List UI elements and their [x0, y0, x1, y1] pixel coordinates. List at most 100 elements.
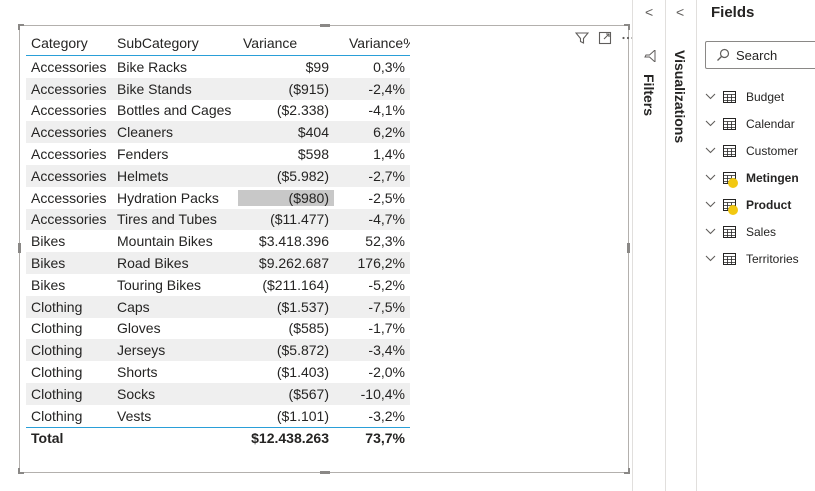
- variance-pct-cell: 0,3%: [373, 58, 405, 75]
- visualizations-pane-label[interactable]: Visualizations: [672, 50, 688, 144]
- total-label: Total: [31, 430, 64, 447]
- search-placeholder: Search: [736, 47, 778, 63]
- category-cell: Accessories: [31, 102, 107, 119]
- resize-handle[interactable]: [18, 472, 24, 474]
- category-cell: Bikes: [31, 255, 66, 272]
- variance-pct-cell: 1,4%: [373, 146, 405, 163]
- column-header-subcategory[interactable]: SubCategory: [117, 34, 199, 51]
- filters-pane-label[interactable]: Filters: [641, 74, 657, 117]
- variance-pct-cell: -2,0%: [368, 364, 405, 381]
- field-table-customer[interactable]: Customer: [705, 141, 798, 161]
- resize-handle[interactable]: [18, 24, 20, 30]
- table-row[interactable]: Bikes Touring Bikes ($211.164) -5,2%: [26, 274, 410, 296]
- chevron-down-icon[interactable]: [705, 118, 721, 130]
- focus-mode-icon[interactable]: [598, 31, 612, 45]
- table-row[interactable]: Accessories Bottles and Cages ($2.338) -…: [26, 100, 410, 122]
- fields-search-input[interactable]: Search: [705, 41, 815, 69]
- column-header-variance[interactable]: Variance: [243, 34, 298, 51]
- table-row[interactable]: Accessories Tires and Tubes ($11.477) -4…: [26, 208, 410, 231]
- variance-cell-selected[interactable]: ($980): [238, 189, 334, 206]
- field-table-product[interactable]: Product: [705, 195, 791, 215]
- field-table-label: Sales: [746, 225, 777, 239]
- column-header-variance-pct[interactable]: Variance%: [349, 34, 410, 51]
- table-row[interactable]: Clothing Shorts ($1.403) -2,0%: [26, 361, 410, 383]
- table-row[interactable]: Accessories Hydration Packs ($980) -2,5%: [26, 187, 410, 209]
- table-row[interactable]: Clothing Gloves ($585) -1,7%: [26, 318, 410, 340]
- table-icon: [723, 226, 737, 238]
- field-table-calendar[interactable]: Calendar: [705, 114, 795, 134]
- collapse-visualizations-chevron-icon[interactable]: <: [676, 4, 685, 20]
- category-cell: Accessories: [31, 211, 107, 228]
- subcategory-cell: Jerseys: [117, 342, 166, 359]
- field-table-sales[interactable]: Sales: [705, 222, 776, 242]
- variance-cell: ($1.403): [276, 364, 329, 381]
- total-row: Total $12.438.263 73,7%: [26, 426, 410, 449]
- table-row[interactable]: Clothing Caps ($1.537) -7,5%: [26, 295, 410, 318]
- variance-cell: ($567): [288, 385, 329, 402]
- resize-handle[interactable]: [627, 243, 630, 253]
- variance-cell: $9.262.687: [258, 255, 329, 272]
- chevron-down-icon[interactable]: [705, 199, 721, 211]
- search-icon: [717, 48, 730, 61]
- visual-header: [574, 31, 635, 45]
- column-header-category[interactable]: Category: [31, 34, 88, 51]
- variance-cell: $404: [297, 124, 329, 141]
- table-row[interactable]: Accessories Helmets ($5.982) -2,7%: [26, 164, 410, 187]
- category-cell: Clothing: [31, 407, 83, 424]
- resize-handle[interactable]: [18, 468, 20, 474]
- fields-pane-title: Fields: [711, 4, 755, 21]
- resize-handle[interactable]: [628, 24, 630, 30]
- filters-pane[interactable]: < Filters: [632, 0, 665, 491]
- collapse-filters-chevron-icon[interactable]: <: [645, 4, 654, 20]
- table-row[interactable]: Bikes Road Bikes $9.262.687 176,2%: [26, 252, 410, 274]
- matrix-visual[interactable]: [18, 24, 634, 474]
- category-cell: Accessories: [31, 146, 107, 163]
- table-row[interactable]: Bikes Mountain Bikes $3.418.396 52,3%: [26, 230, 410, 252]
- total-variance-pct: 73,7%: [365, 430, 405, 447]
- table-row[interactable]: Accessories Fenders $598 1,4%: [26, 143, 410, 165]
- field-table-label: Territories: [746, 252, 799, 266]
- variance-cell: ($585): [288, 320, 329, 337]
- resize-handle[interactable]: [320, 24, 330, 27]
- variance-cell: ($11.477): [270, 211, 329, 228]
- field-table-budget[interactable]: Budget: [705, 87, 784, 107]
- subcategory-cell: Caps: [117, 298, 150, 315]
- chevron-down-icon[interactable]: [705, 172, 721, 184]
- category-cell: Clothing: [31, 342, 83, 359]
- table-row[interactable]: Accessories Bike Racks $99 0,3%: [26, 56, 410, 78]
- visualizations-pane[interactable]: < Visualizations: [665, 0, 696, 491]
- chevron-down-icon[interactable]: [705, 145, 721, 157]
- table-row[interactable]: Clothing Vests ($1.101) -3,2%: [26, 405, 410, 427]
- resize-handle[interactable]: [624, 472, 630, 474]
- variance-pct-cell: -2,7%: [368, 167, 405, 184]
- table-row[interactable]: Accessories Bike Stands ($915) -2,4%: [26, 77, 410, 100]
- variance-cell: $99: [305, 58, 329, 75]
- chevron-down-icon[interactable]: [705, 253, 721, 265]
- resize-handle[interactable]: [628, 468, 630, 474]
- filter-icon[interactable]: [574, 31, 590, 45]
- resize-handle[interactable]: [624, 24, 630, 26]
- subcategory-cell: Vests: [117, 407, 152, 424]
- filter-funnel-icon: [643, 48, 657, 67]
- table-row[interactable]: Clothing Socks ($567) -10,4%: [26, 382, 410, 405]
- table-row[interactable]: Clothing Jerseys ($5.872) -3,4%: [26, 339, 410, 362]
- field-table-label: Budget: [746, 90, 785, 104]
- variance-cell: ($1.101): [276, 407, 329, 424]
- variance-pct-cell: 6,2%: [373, 124, 405, 141]
- resize-handle[interactable]: [18, 24, 24, 26]
- category-cell: Clothing: [31, 364, 83, 381]
- category-cell: Clothing: [31, 385, 83, 402]
- field-table-territories[interactable]: Territories: [705, 249, 799, 269]
- field-table-metingen[interactable]: Metingen: [705, 168, 799, 188]
- variance-pct-cell: -1,7%: [368, 320, 405, 337]
- subcategory-cell: Fenders: [117, 146, 169, 163]
- resize-handle[interactable]: [18, 243, 21, 253]
- chevron-down-icon[interactable]: [705, 226, 721, 238]
- resize-handle[interactable]: [320, 471, 330, 474]
- subcategory-cell: Bike Racks: [117, 58, 188, 75]
- subcategory-cell: Gloves: [117, 320, 161, 337]
- table-row[interactable]: Accessories Cleaners $404 6,2%: [26, 121, 410, 144]
- category-cell: Accessories: [31, 124, 107, 141]
- fields-pane: Fields Search Budget Calendar Customer: [696, 0, 815, 491]
- chevron-down-icon[interactable]: [705, 91, 721, 103]
